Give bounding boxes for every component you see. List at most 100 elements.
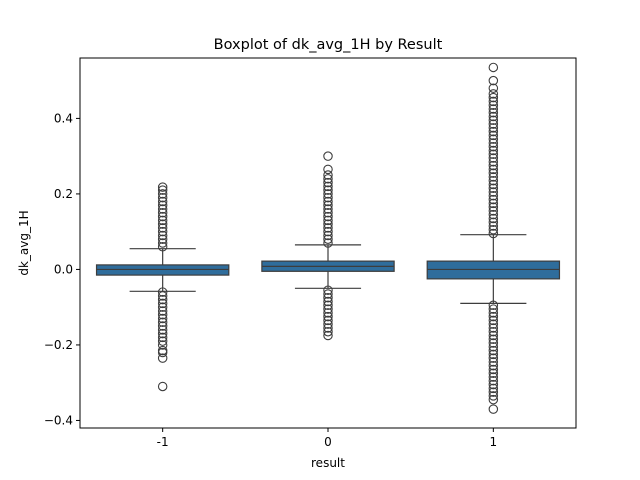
outlier-point: [157, 208, 168, 218]
outlier-point: [157, 325, 168, 335]
outlier-point: [488, 107, 499, 118]
outlier-point: [488, 126, 499, 137]
outlier-point: [488, 164, 499, 175]
outlier-point: [323, 330, 333, 341]
outlier-point: [157, 196, 168, 207]
outlier-point: [157, 294, 168, 305]
outlier-point: [488, 134, 499, 144]
outlier-point: [157, 302, 168, 312]
outlier-point: [488, 345, 499, 356]
outlier-point: [157, 230, 168, 241]
outlier-point: [488, 225, 499, 235]
outlier-point: [157, 204, 168, 214]
outlier-point: [323, 323, 333, 333]
outlier-point: [488, 89, 499, 99]
outlier-point: [488, 394, 499, 405]
outlier-point: [157, 215, 168, 226]
box-group-1: [95, 182, 230, 392]
y-tick-label: 0.2: [54, 187, 73, 201]
outlier-point: [323, 192, 333, 203]
outlier-point: [157, 200, 168, 210]
outlier-point: [488, 157, 499, 167]
outlier-point: [157, 185, 168, 195]
outlier-point: [157, 328, 168, 339]
outlier-point: [488, 111, 499, 122]
outlier-point: [323, 226, 333, 237]
outlier-point: [157, 317, 168, 328]
outlier-point: [323, 174, 333, 184]
outlier-point: [488, 168, 499, 178]
outlier-point: [488, 330, 499, 341]
outlier-point: [488, 228, 499, 239]
outlier-point: [488, 202, 499, 212]
outlier-point: [323, 170, 333, 180]
outlier-point: [323, 285, 333, 295]
outlier-point: [488, 334, 499, 345]
outlier-point: [488, 75, 499, 86]
outlier-point: [157, 313, 168, 324]
y-axis: −0.4 −0.2 0.0 0.2 0.4: [44, 111, 80, 427]
y-tick-label: −0.4: [44, 413, 73, 427]
outlier-point: [488, 391, 499, 401]
outlier-point: [323, 296, 333, 307]
outlier-point: [157, 347, 168, 358]
outlier-point: [488, 372, 499, 382]
outlier-point: [323, 200, 333, 210]
outlier-point: [157, 234, 168, 244]
outlier-point: [488, 206, 499, 216]
outlier-point: [323, 304, 333, 314]
outlier-point: [157, 336, 168, 346]
outlier-point: [157, 321, 168, 331]
chart-title: Boxplot of dk_avg_1H by Result: [214, 37, 443, 53]
outlier-point: [157, 332, 168, 343]
outlier-point: [488, 160, 499, 171]
outlier-point: [323, 189, 333, 199]
outlier-point: [488, 338, 499, 348]
outlier-point: [488, 198, 499, 209]
outlier-point: [488, 221, 499, 231]
outlier-point: [157, 381, 168, 392]
outlier-point: [323, 300, 333, 311]
outlier-point: [488, 153, 499, 163]
outlier-point: [488, 353, 499, 363]
outlier-point: [323, 292, 333, 303]
outlier-point: [488, 364, 499, 375]
outlier-point: [323, 319, 333, 329]
outlier-point: [488, 326, 499, 337]
outlier-point: [488, 213, 499, 224]
outlier-point: [488, 191, 499, 201]
outlier-point: [488, 145, 499, 156]
outlier-point: [323, 215, 333, 226]
outlier-point: [488, 376, 499, 386]
outlier-point: [488, 187, 499, 197]
outlier-point: [488, 387, 499, 397]
outlier-point: [488, 104, 499, 114]
outlier-point: [488, 175, 499, 186]
outlier-point: [157, 353, 168, 363]
outlier-point: [488, 62, 499, 73]
outlier-point: [488, 119, 499, 129]
outlier-point: [488, 300, 499, 311]
outlier-point: [157, 291, 168, 301]
y-tick-label: −0.2: [44, 338, 73, 352]
outlier-point: [488, 172, 499, 182]
outlier-point: [488, 304, 499, 314]
outlier-point: [488, 323, 499, 333]
outlier-point: [488, 311, 499, 322]
outlier-point: [157, 223, 168, 233]
outlier-point: [157, 192, 168, 203]
outlier-point: [157, 306, 168, 316]
outlier-point: [323, 181, 333, 192]
outlier-point: [488, 115, 499, 126]
outlier-point: [488, 368, 499, 379]
outlier-point: [323, 177, 333, 188]
outlier-point: [488, 138, 499, 148]
outlier-point: [157, 238, 168, 248]
outlier-point: [323, 151, 333, 161]
outlier-point: [488, 194, 499, 205]
outlier-point: [488, 183, 499, 194]
outlier-point: [488, 149, 499, 160]
outlier-point: [323, 185, 333, 195]
outlier-point: [323, 326, 333, 337]
